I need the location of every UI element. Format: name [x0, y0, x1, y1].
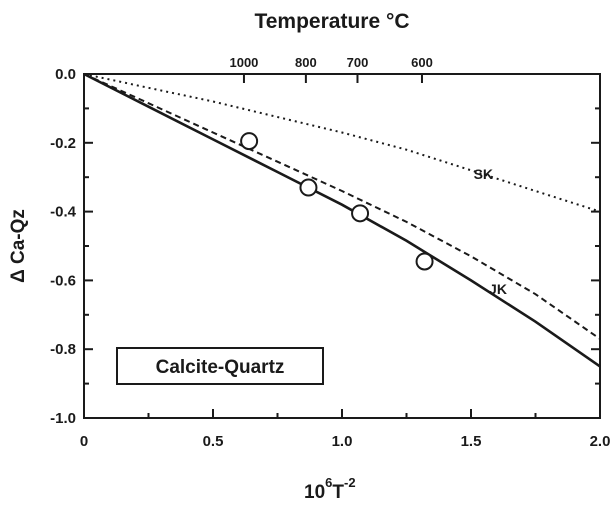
y-axis-title: Δ Ca-Qz [8, 209, 29, 283]
data-point-circle [351, 204, 370, 223]
annotation-label: Calcite-Quartz [156, 357, 285, 378]
solid-curve [83, 72, 601, 368]
top-tick-label: 700 [347, 55, 369, 70]
y-tick-label: 0.0 [55, 66, 76, 83]
y-tick-label: -0.8 [50, 341, 76, 358]
x-tick-label: 1.5 [461, 433, 482, 450]
chart-title: Temperature °C [254, 10, 409, 33]
series-label-jk: JK [489, 281, 507, 297]
x-tick-label: 1.0 [332, 433, 353, 450]
data-point-circle [240, 132, 259, 151]
top-tick-label: 600 [411, 55, 433, 70]
annotation-box [116, 347, 324, 385]
y-tick-label: -0.6 [50, 272, 76, 289]
sk-dotted-curve [83, 73, 601, 213]
x-axis-title-sup2: -2 [344, 475, 356, 490]
series-label-sk: SK [474, 166, 493, 182]
x-axis-title-base: 10 [304, 482, 325, 503]
x-axis-title: 106T-2 [304, 475, 356, 503]
series-layer [83, 72, 601, 368]
top-tick-label: 1000 [229, 55, 258, 70]
jk-dashed-curve [83, 73, 601, 340]
y-tick-label: -0.4 [50, 204, 77, 221]
x-axis-title-t: T [332, 482, 344, 503]
x-tick-label: 2.0 [590, 433, 611, 450]
x-tick-label: 0 [80, 433, 88, 450]
data-point-circle [299, 178, 318, 197]
top-tick-label: 800 [295, 55, 317, 70]
x-tick-label: 0.5 [203, 433, 224, 450]
y-tick-label: -1.0 [50, 410, 76, 427]
tick-labels: 0 0.5 1.0 1.5 2.0 0.0 -0.2 -0.4 -0.6 -0.8 -1.0 1000… [50, 55, 610, 450]
y-tick-label: -0.2 [50, 135, 76, 152]
data-point-circle [415, 252, 434, 271]
axis-ticks [83, 73, 601, 419]
x-axis-title-sup1: 6 [325, 475, 332, 490]
